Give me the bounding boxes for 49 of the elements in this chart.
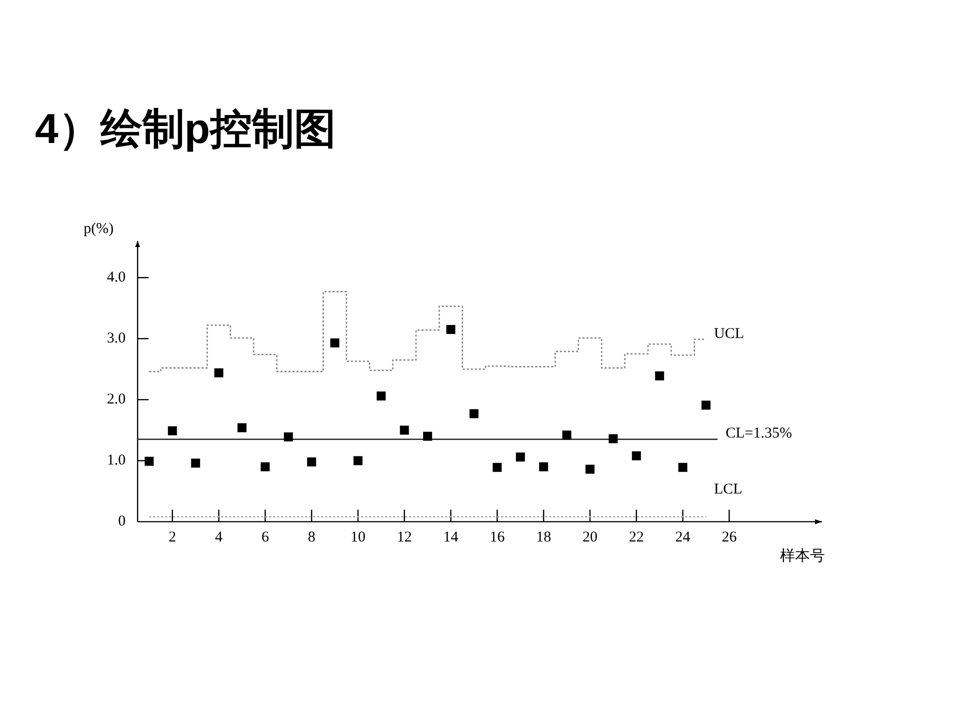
point bbox=[284, 432, 293, 442]
y-tick-label: 2.0 bbox=[106, 392, 126, 408]
point bbox=[492, 462, 502, 472]
x-tick-label: 4 bbox=[215, 530, 223, 546]
series-label: UCL bbox=[714, 326, 744, 342]
point bbox=[562, 430, 572, 440]
x-tick-label: 18 bbox=[536, 530, 552, 546]
point bbox=[307, 457, 316, 466]
y-tick-label: 3.0 bbox=[106, 330, 126, 347]
x-tick-label: 12 bbox=[396, 530, 412, 546]
point bbox=[144, 456, 154, 466]
point bbox=[238, 423, 246, 432]
y-tick-label: 0 bbox=[118, 514, 126, 530]
point bbox=[168, 426, 177, 436]
point bbox=[470, 409, 478, 418]
point bbox=[376, 391, 386, 400]
title: 4）绘制p控制图 bbox=[35, 105, 336, 152]
point bbox=[702, 400, 710, 410]
x-tick-label: 22 bbox=[628, 530, 644, 546]
y-axis-title: p(%) bbox=[84, 221, 114, 237]
point bbox=[354, 456, 362, 466]
point bbox=[608, 434, 618, 444]
point bbox=[191, 458, 200, 468]
x-tick-label: 10 bbox=[350, 530, 366, 546]
x-axis-title: 样本号 bbox=[780, 548, 825, 565]
point bbox=[678, 462, 688, 472]
x-tick-label: 8 bbox=[308, 530, 316, 546]
x-tick-label: 16 bbox=[490, 530, 505, 546]
x-tick-label: 6 bbox=[261, 530, 269, 546]
point bbox=[423, 432, 432, 441]
x-tick-label: 20 bbox=[582, 530, 598, 546]
x-tick-label: 24 bbox=[675, 530, 690, 546]
point bbox=[632, 451, 641, 460]
point bbox=[446, 324, 456, 334]
point bbox=[586, 464, 594, 474]
series-label: LCL bbox=[714, 482, 742, 498]
point bbox=[655, 371, 664, 380]
point bbox=[539, 462, 548, 472]
x-tick-label: 14 bbox=[443, 530, 458, 546]
ref-line-label: CL=1.35% bbox=[726, 425, 792, 442]
point bbox=[400, 426, 409, 435]
point bbox=[214, 368, 224, 378]
x-tick-label: 26 bbox=[722, 530, 737, 546]
point bbox=[260, 462, 270, 472]
y-tick-label: 4.0 bbox=[106, 270, 126, 286]
point bbox=[516, 452, 525, 462]
x-tick-label: 2 bbox=[168, 530, 176, 546]
y-tick-label: 1.0 bbox=[106, 452, 126, 469]
point bbox=[330, 338, 340, 348]
